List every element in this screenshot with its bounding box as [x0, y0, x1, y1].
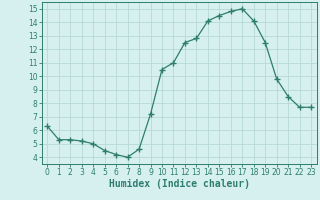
X-axis label: Humidex (Indice chaleur): Humidex (Indice chaleur)	[109, 179, 250, 189]
